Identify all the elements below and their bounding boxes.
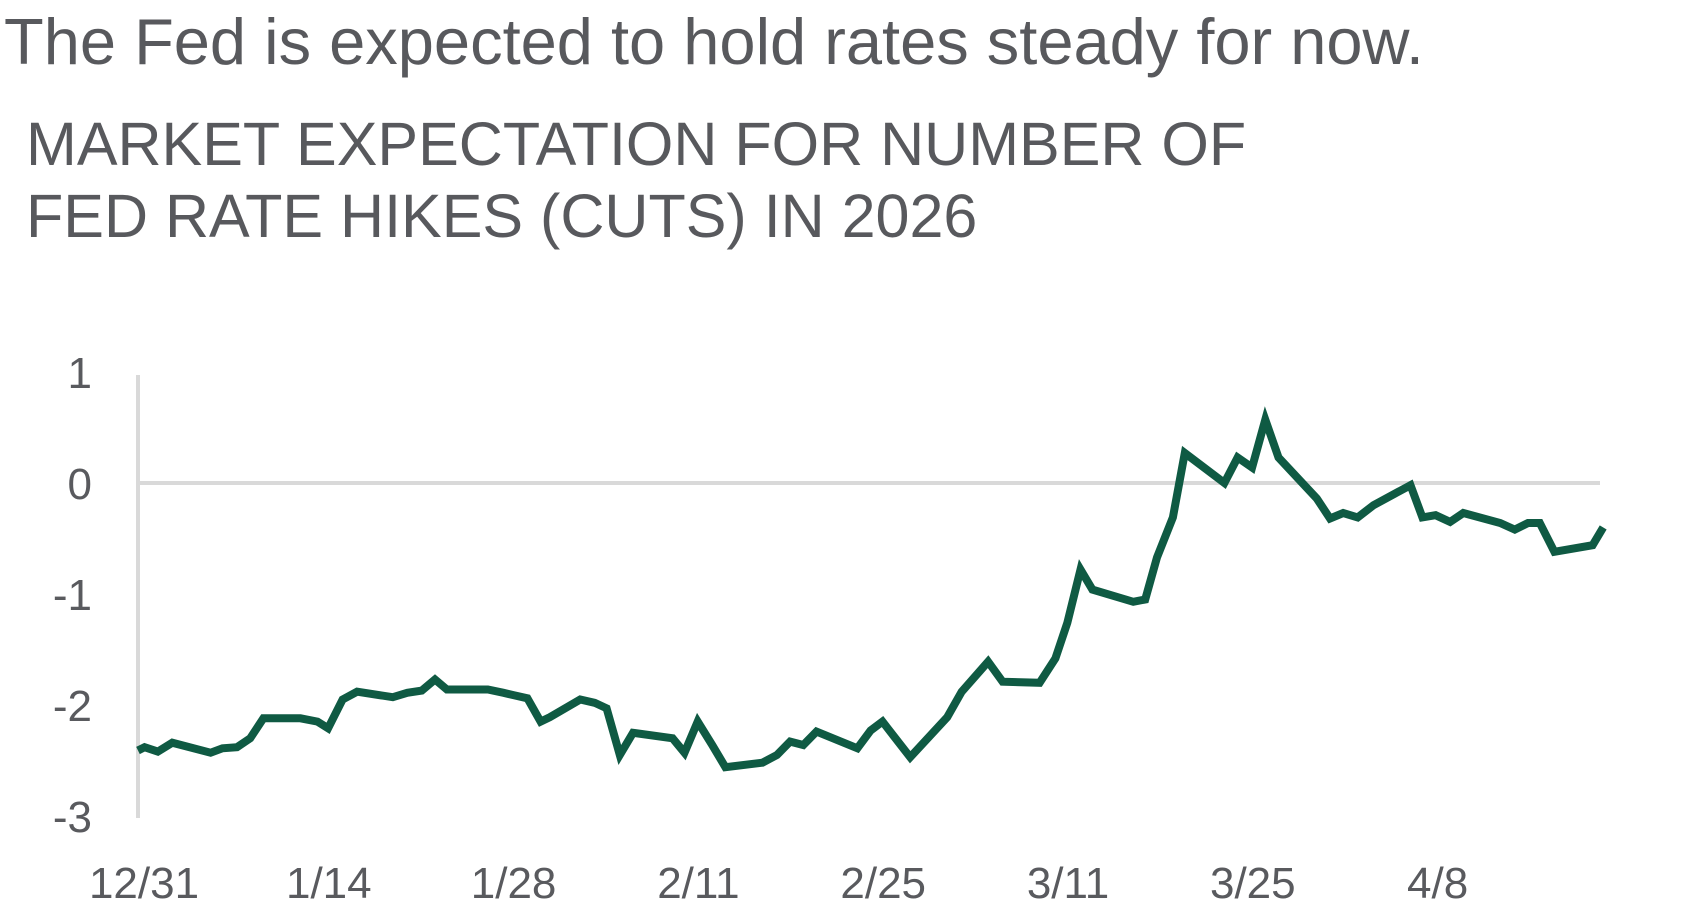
x-tick-label: 1/28 [471, 859, 557, 908]
chart-title-line-2: FED RATE HIKES (CUTS) IN 2026 [26, 182, 978, 250]
x-tick-label: 4/8 [1407, 859, 1468, 908]
expectation-series-line [136, 406, 1607, 772]
y-tick-label: -1 [53, 571, 92, 620]
x-tick-label: 12/31 [89, 859, 199, 908]
chart-title-line-1: MARKET EXPECTATION FOR NUMBER OF [26, 110, 1247, 178]
x-axis-tick-labels: 12/31 1/14 1/28 2/11 2/25 3/11 3/25 4/8 [89, 859, 1468, 908]
y-tick-label: 1 [68, 349, 92, 398]
y-axis-tick-labels: 1 0 -1 -2 -3 [53, 349, 92, 842]
headline: The Fed is expected to hold rates steady… [4, 5, 1424, 78]
x-tick-label: 1/14 [286, 859, 372, 908]
x-tick-label: 3/11 [1027, 859, 1109, 908]
chart-title: MARKET EXPECTATION FOR NUMBER OF FED RAT… [26, 108, 1246, 252]
y-tick-label: -3 [53, 793, 92, 842]
y-tick-label: 0 [68, 460, 92, 509]
y-tick-label: -2 [53, 682, 92, 731]
x-tick-label: 2/11 [657, 859, 739, 908]
x-tick-label: 2/25 [840, 859, 926, 908]
x-tick-label: 3/25 [1210, 859, 1296, 908]
